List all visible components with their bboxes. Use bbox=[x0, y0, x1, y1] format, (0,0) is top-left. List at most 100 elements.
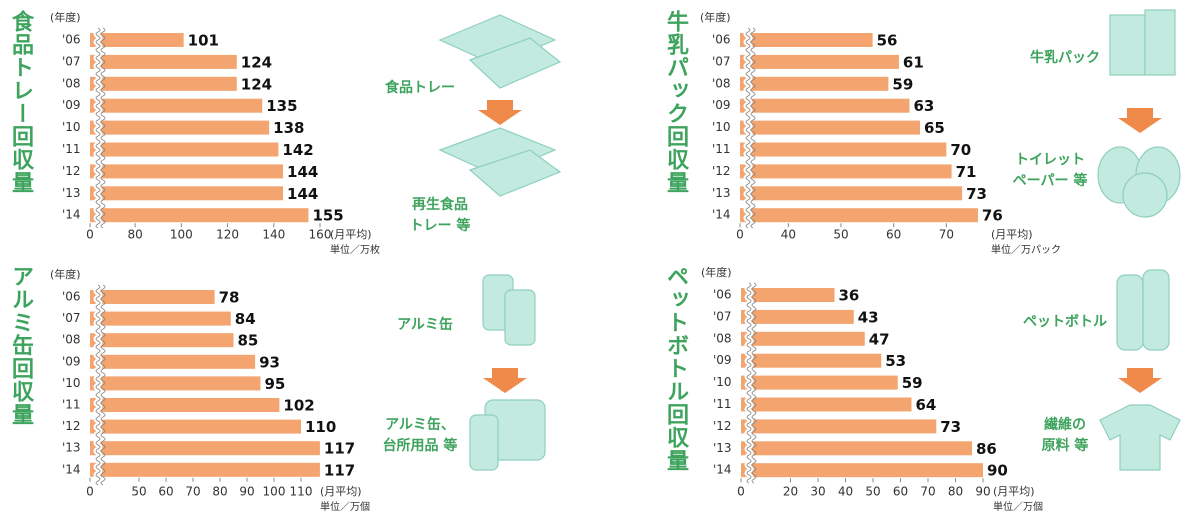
y-tick-label: '12 bbox=[62, 419, 81, 433]
value-label: 65 bbox=[924, 119, 945, 137]
annotation: 食品トレー bbox=[385, 79, 455, 96]
annotation: 原料 等 bbox=[1042, 437, 1089, 454]
value-label: 95 bbox=[265, 375, 286, 393]
bar bbox=[741, 419, 937, 434]
annotation: トイレット bbox=[1015, 152, 1085, 168]
bar bbox=[90, 441, 320, 456]
bar bbox=[90, 186, 284, 201]
value-label: 124 bbox=[241, 53, 272, 71]
bar bbox=[740, 164, 952, 179]
y-tick-label: '08 bbox=[712, 76, 731, 90]
bar bbox=[741, 441, 972, 456]
value-label: 73 bbox=[940, 418, 961, 436]
unit-label: 単位／万個 bbox=[993, 500, 1043, 513]
y-tick-label: '13 bbox=[713, 441, 732, 455]
value-label: 84 bbox=[235, 310, 256, 328]
bar bbox=[740, 208, 978, 223]
x-tick-label: 100 bbox=[263, 485, 286, 499]
x-tick-label: 0 bbox=[736, 228, 744, 242]
annotation: 再生食品 bbox=[412, 196, 468, 213]
value-label: 135 bbox=[266, 97, 297, 115]
bar bbox=[90, 208, 309, 223]
x-tick-label: 40 bbox=[781, 228, 796, 242]
annotation: 台所用品 等 bbox=[383, 437, 458, 454]
year-label: (年度) bbox=[50, 267, 81, 281]
y-tick-label: '11 bbox=[712, 142, 731, 156]
unit-note: (月平均) bbox=[993, 485, 1035, 498]
x-tick-label: 0 bbox=[86, 228, 94, 242]
bar bbox=[740, 33, 873, 47]
bar bbox=[90, 354, 256, 369]
chart-title: アルミ缶回収量 bbox=[8, 265, 34, 426]
bar bbox=[90, 33, 184, 47]
y-tick-label: '09 bbox=[62, 98, 81, 112]
x-tick-label: 80 bbox=[127, 228, 142, 242]
axis-break-line bbox=[95, 284, 101, 486]
y-tick-label: '07 bbox=[62, 311, 81, 325]
bar bbox=[90, 120, 270, 135]
bottle-illustration bbox=[1099, 269, 1181, 471]
x-tick-label: 70 bbox=[185, 485, 200, 499]
bar bbox=[741, 397, 912, 412]
x-tick-label: 140 bbox=[262, 228, 285, 242]
bar bbox=[90, 376, 261, 391]
x-tick-label: 70 bbox=[920, 485, 935, 499]
x-tick-label: 160 bbox=[309, 228, 332, 242]
value-label: 36 bbox=[839, 287, 860, 305]
value-label: 142 bbox=[282, 141, 313, 159]
bar bbox=[740, 186, 963, 201]
annotation: アルミ缶 bbox=[397, 316, 453, 333]
x-tick-label: 110 bbox=[290, 485, 313, 499]
y-tick-label: '08 bbox=[713, 331, 732, 345]
x-tick-label: 50 bbox=[865, 485, 880, 499]
annotation: ペットボトル bbox=[1023, 314, 1107, 330]
annotation: 繊維の bbox=[1044, 416, 1086, 433]
y-tick-label: '07 bbox=[712, 54, 731, 68]
bar bbox=[740, 120, 920, 135]
value-label: 71 bbox=[956, 163, 977, 181]
value-label: 76 bbox=[982, 207, 1003, 225]
value-label: 56 bbox=[877, 32, 898, 50]
bar bbox=[90, 76, 237, 91]
value-label: 85 bbox=[238, 332, 259, 350]
bar bbox=[90, 398, 280, 412]
y-tick-label: '06 bbox=[713, 288, 732, 302]
value-label: 70 bbox=[950, 141, 971, 159]
y-tick-label: '13 bbox=[62, 186, 81, 200]
x-tick-label: 80 bbox=[948, 485, 963, 499]
value-label: 117 bbox=[324, 461, 355, 479]
y-tick-label: '08 bbox=[62, 76, 81, 90]
bar bbox=[741, 375, 898, 390]
annotation: 牛乳パック bbox=[1030, 49, 1100, 66]
year-label: (年度) bbox=[700, 10, 731, 24]
y-tick-label: '11 bbox=[62, 398, 81, 412]
y-tick-label: '12 bbox=[712, 164, 731, 178]
y-tick-label: '10 bbox=[62, 376, 81, 390]
value-label: 90 bbox=[987, 462, 1008, 480]
annotation: アルミ缶、 bbox=[385, 416, 455, 433]
y-tick-label: '14 bbox=[713, 463, 732, 477]
axis-break-line bbox=[100, 284, 106, 486]
value-label: 59 bbox=[892, 75, 913, 93]
x-tick-label: 80 bbox=[212, 485, 227, 499]
y-tick-label: '12 bbox=[62, 164, 81, 178]
axis-break-line bbox=[751, 282, 757, 484]
bar bbox=[90, 142, 279, 157]
y-tick-label: '14 bbox=[712, 208, 731, 222]
x-tick-label: 50 bbox=[833, 228, 848, 242]
x-tick-label: 60 bbox=[893, 485, 908, 499]
bar bbox=[90, 54, 237, 69]
y-tick-label: '14 bbox=[62, 208, 81, 222]
value-label: 78 bbox=[219, 289, 240, 307]
chart-title: 牛乳パック回収量 bbox=[663, 9, 689, 194]
x-tick-label: 0 bbox=[737, 485, 745, 499]
bar bbox=[740, 142, 947, 157]
y-tick-label: '13 bbox=[712, 186, 731, 200]
value-label: 47 bbox=[869, 330, 890, 348]
y-tick-label: '10 bbox=[712, 120, 731, 134]
x-tick-label: 30 bbox=[810, 485, 825, 499]
y-tick-label: '09 bbox=[712, 98, 731, 112]
unit-label: 単位／万パック bbox=[991, 243, 1061, 256]
